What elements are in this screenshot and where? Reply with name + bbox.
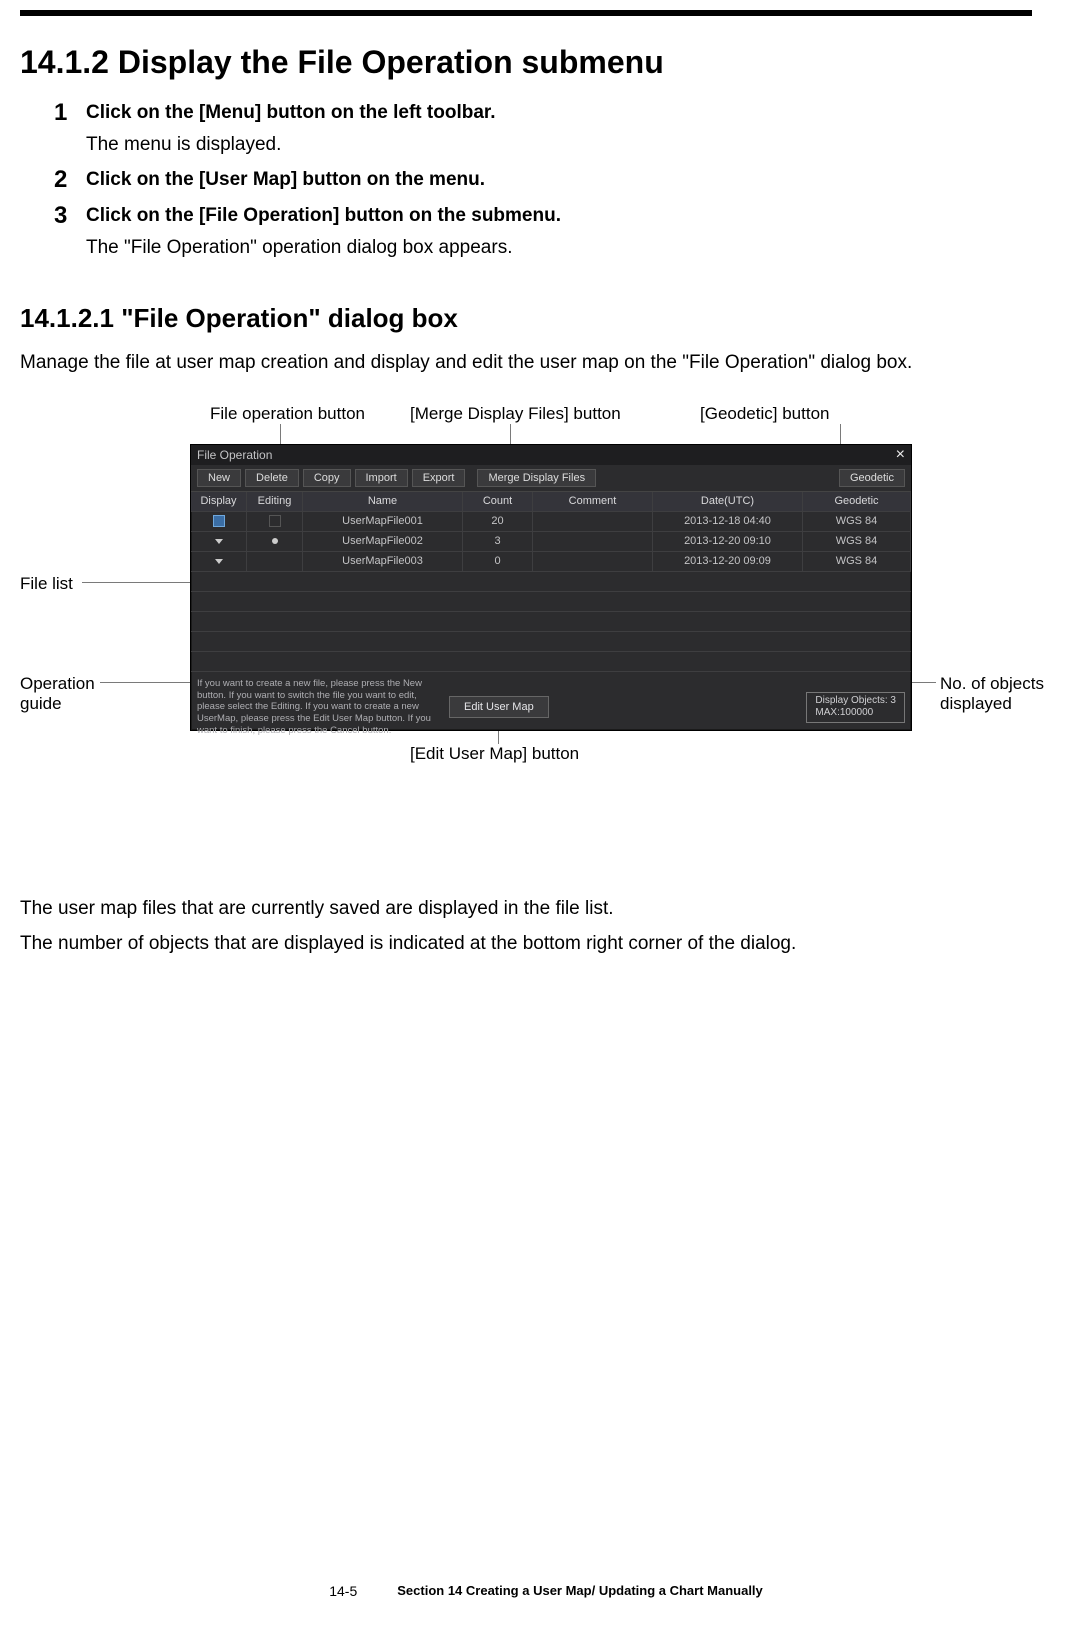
col-comment: Comment <box>533 492 653 511</box>
edit-user-map-button[interactable]: Edit User Map <box>449 696 549 718</box>
cell-count: 20 <box>463 512 533 531</box>
step-number: 1 <box>54 99 86 158</box>
display-objects-max: MAX:100000 <box>815 707 896 720</box>
page-footer: 14-5 Section 14 Creating a User Map/ Upd… <box>0 1583 1092 1599</box>
cell-editing <box>247 552 303 571</box>
import-button[interactable]: Import <box>355 469 408 487</box>
top-rule <box>20 10 1032 16</box>
cell-display <box>191 552 247 571</box>
cell-comment <box>533 552 653 571</box>
cell-geodetic: WGS 84 <box>803 552 911 571</box>
display-objects-count: Display Objects: 3 <box>815 695 896 708</box>
close-icon[interactable]: × <box>896 449 905 461</box>
paragraph: The number of objects that are displayed… <box>20 929 1032 958</box>
callout-filelist: File list <box>20 574 73 594</box>
new-button[interactable]: New <box>197 469 241 487</box>
cell-date: 2013-12-20 09:09 <box>653 552 803 571</box>
paragraph: The user map files that are currently sa… <box>20 894 1032 923</box>
chevron-down-icon[interactable] <box>214 556 224 566</box>
operation-guide-text: If you want to create a new file, please… <box>197 678 437 737</box>
cell-date: 2013-12-18 04:40 <box>653 512 803 531</box>
cell-display <box>191 512 247 531</box>
file-list-table: Display Editing Name Count Comment Date(… <box>191 491 911 672</box>
cell-geodetic: WGS 84 <box>803 512 911 531</box>
cell-editing <box>247 512 303 531</box>
table-row-empty <box>191 592 911 612</box>
step-description: The "File Operation" operation dialog bo… <box>86 234 561 262</box>
col-geodetic: Geodetic <box>803 492 911 511</box>
dialog-title: File Operation <box>197 448 272 462</box>
step-description: The menu is displayed. <box>86 131 496 159</box>
checkbox-icon[interactable] <box>213 515 225 527</box>
table-row-empty <box>191 652 911 672</box>
dialog-toolbar: New Delete Copy Import Export Merge Disp… <box>191 465 911 491</box>
cell-geodetic: WGS 84 <box>803 532 911 551</box>
cell-display <box>191 532 247 551</box>
table-row[interactable]: UserMapFile0030 2013-12-20 09:09WGS 84 <box>191 552 911 572</box>
table-header-row: Display Editing Name Count Comment Date(… <box>191 492 911 512</box>
lead-line <box>100 682 190 683</box>
dialog-titlebar: File Operation × <box>191 445 911 465</box>
cell-editing <box>247 532 303 551</box>
callout-merge: [Merge Display Files] button <box>410 404 621 424</box>
col-date: Date(UTC) <box>653 492 803 511</box>
cell-name: UserMapFile003 <box>303 552 463 571</box>
cell-count: 3 <box>463 532 533 551</box>
callout-geodetic: [Geodetic] button <box>700 404 829 424</box>
file-operation-dialog: File Operation × New Delete Copy Import … <box>190 444 912 731</box>
callout-fileop: File operation button <box>210 404 365 424</box>
col-editing: Editing <box>247 492 303 511</box>
cell-comment <box>533 512 653 531</box>
section-title-footer: Section 14 Creating a User Map/ Updating… <box>397 1583 763 1599</box>
col-name: Name <box>303 492 463 511</box>
delete-button[interactable]: Delete <box>245 469 299 487</box>
display-objects-box: Display Objects: 3 MAX:100000 <box>806 692 905 723</box>
step-number: 3 <box>54 202 86 261</box>
copy-button[interactable]: Copy <box>303 469 351 487</box>
geodetic-button[interactable]: Geodetic <box>839 469 905 487</box>
table-row[interactable]: UserMapFile00120 2013-12-18 04:40WGS 84 <box>191 512 911 532</box>
step-title: Click on the [File Operation] button on … <box>86 202 561 230</box>
merge-display-files-button[interactable]: Merge Display Files <box>477 469 596 487</box>
cell-count: 0 <box>463 552 533 571</box>
table-row-empty <box>191 612 911 632</box>
table-row-empty <box>191 632 911 652</box>
step-title: Click on the [User Map] button on the me… <box>86 166 485 194</box>
subsection-heading: 14.1.2.1 "File Operation" dialog box <box>20 303 1032 334</box>
chevron-down-icon[interactable] <box>214 536 224 546</box>
table-row-empty <box>191 572 911 592</box>
col-count: Count <box>463 492 533 511</box>
cell-comment <box>533 532 653 551</box>
dialog-footer: If you want to create a new file, please… <box>191 672 911 743</box>
page-number: 14-5 <box>329 1583 357 1599</box>
step: 3Click on the [File Operation] button on… <box>54 202 1032 261</box>
editing-indicator-icon <box>272 538 278 544</box>
step-number: 2 <box>54 166 86 194</box>
step: 2Click on the [User Map] button on the m… <box>54 166 1032 194</box>
cell-name: UserMapFile002 <box>303 532 463 551</box>
lead-line <box>82 582 190 583</box>
step: 1Click on the [Menu] button on the left … <box>54 99 1032 158</box>
section-heading: 14.1.2 Display the File Operation submen… <box>20 44 1032 81</box>
step-title: Click on the [Menu] button on the left t… <box>86 99 496 127</box>
callout-editbtn: [Edit User Map] button <box>410 744 579 764</box>
radio-icon[interactable] <box>269 515 281 527</box>
col-display: Display <box>191 492 247 511</box>
cell-date: 2013-12-20 09:10 <box>653 532 803 551</box>
subsection-paragraph: Manage the file at user map creation and… <box>20 348 1032 377</box>
table-row[interactable]: UserMapFile0023 2013-12-20 09:10WGS 84 <box>191 532 911 552</box>
export-button[interactable]: Export <box>412 469 466 487</box>
cell-name: UserMapFile001 <box>303 512 463 531</box>
callout-opguide: Operation guide <box>20 674 95 714</box>
dialog-figure: File operation button [Merge Display Fil… <box>20 404 1032 864</box>
callout-objects: No. of objects displayed <box>940 674 1044 714</box>
